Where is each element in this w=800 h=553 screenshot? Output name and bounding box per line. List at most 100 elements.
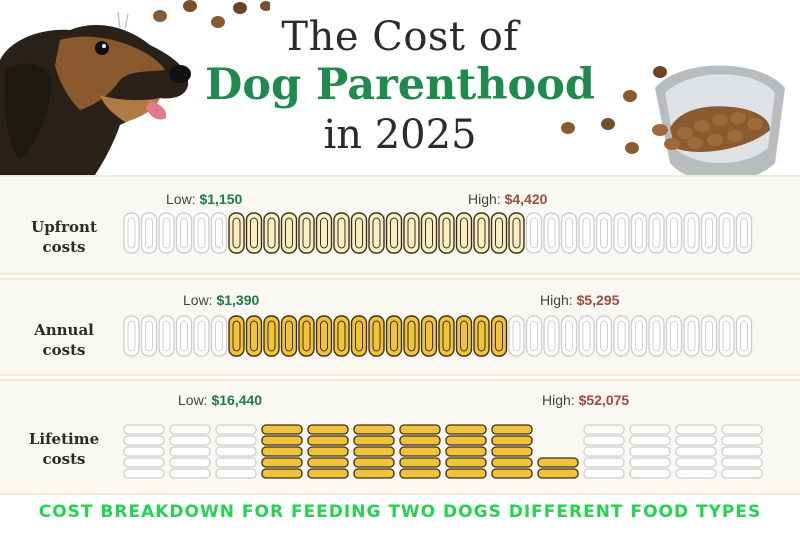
coin-filled	[403, 212, 420, 254]
lifetime-low-label: Low: $16,440	[178, 392, 262, 408]
coin-stack-filled	[491, 424, 533, 479]
coin-filled	[368, 212, 385, 254]
coin-filled	[368, 315, 385, 357]
high-prefix: High:	[542, 392, 575, 408]
upfront-high-label: High: $4,420	[468, 191, 547, 207]
coin-empty	[543, 212, 560, 254]
low-prefix: Low:	[166, 191, 196, 207]
low-prefix: Low:	[183, 292, 213, 308]
coin-empty	[193, 212, 210, 254]
coin-filled	[228, 212, 245, 254]
band-label-line1: Upfront	[31, 218, 97, 236]
food-bowl-illustration	[561, 65, 785, 182]
header: The Cost of Dog Parenthood in 2025	[0, 0, 800, 182]
coin-empty	[123, 212, 140, 254]
coin-empty	[140, 315, 158, 357]
low-prefix: Low:	[178, 392, 208, 408]
coin-stack-empty	[583, 424, 625, 479]
coin-filled	[455, 315, 473, 357]
upfront-costs-band: Upfront costs Low: $1,150 High: $4,420	[0, 175, 800, 275]
upfront-coin-row	[123, 212, 753, 254]
lifetime-costs-label: Lifetime costs	[14, 429, 114, 469]
coin-stack-partial	[537, 457, 579, 479]
coin-filled	[245, 212, 263, 254]
coin-stack-filled	[399, 424, 441, 479]
coin-empty	[718, 212, 735, 254]
coin-empty	[525, 212, 543, 254]
coin-filled	[438, 212, 455, 254]
coin-filled	[508, 212, 525, 254]
upfront-costs-label: Upfront costs	[14, 217, 114, 257]
coin-filled	[333, 212, 350, 254]
coin-filled	[263, 212, 280, 254]
coin-stack-filled	[445, 424, 487, 479]
coin-filled	[245, 315, 263, 357]
band-label-line1: Lifetime	[28, 430, 100, 448]
coin-empty	[648, 212, 665, 254]
annual-low-label: Low: $1,390	[183, 292, 259, 308]
coin-filled	[490, 212, 508, 254]
coin-empty	[613, 315, 630, 357]
coin-empty	[193, 315, 210, 357]
annual-high-value: $5,295	[576, 292, 620, 308]
coin-empty	[525, 315, 543, 357]
coin-empty	[630, 212, 648, 254]
annual-costs-band: Annual costs Low: $1,390 High: $5,295	[0, 278, 800, 376]
coin-stack-empty	[629, 424, 671, 479]
coin-filled	[420, 315, 438, 357]
annual-high-label: High: $5,295	[540, 292, 619, 308]
coin-filled	[298, 315, 315, 357]
lifetime-high-value: $52,075	[578, 392, 630, 408]
band-label-line2: costs	[42, 238, 86, 256]
coin-empty	[210, 212, 228, 254]
coin-empty	[140, 212, 158, 254]
coin-empty	[595, 315, 613, 357]
coin-filled	[403, 315, 420, 357]
coin-empty	[648, 315, 665, 357]
coin-empty	[683, 212, 700, 254]
high-prefix: High:	[540, 292, 573, 308]
coin-stack-empty	[215, 424, 257, 479]
title-line-3: in 2025	[323, 112, 477, 158]
coin-stack-filled	[261, 424, 303, 479]
upfront-low-label: Low: $1,150	[166, 191, 242, 207]
coin-empty	[123, 315, 140, 357]
coin-empty	[613, 212, 630, 254]
coin-empty	[210, 315, 228, 357]
coin-empty	[630, 315, 648, 357]
coin-filled	[455, 212, 473, 254]
coin-filled	[385, 315, 403, 357]
coin-empty	[158, 212, 175, 254]
coin-filled	[420, 212, 438, 254]
coin-filled	[280, 212, 298, 254]
coin-empty	[543, 315, 560, 357]
lifetime-coin-stacks	[123, 424, 763, 479]
coin-empty	[578, 212, 595, 254]
lifetime-high-label: High: $52,075	[542, 392, 629, 408]
footer-caption: COST BREAKDOWN FOR FEEDING TWO DOGS DIFF…	[38, 502, 762, 522]
coin-empty	[578, 315, 595, 357]
coin-empty	[175, 212, 193, 254]
coin-filled	[228, 315, 245, 357]
kibble-pieces-top	[153, 0, 270, 28]
footer: COST BREAKDOWN FOR FEEDING TWO DOGS DIFF…	[0, 497, 800, 553]
coin-empty	[718, 315, 735, 357]
title-line-2: Dog Parenthood	[205, 60, 595, 110]
annual-low-value: $1,390	[216, 292, 260, 308]
upfront-high-value: $4,420	[504, 191, 548, 207]
band-label-line1: Annual	[34, 321, 94, 339]
dog-illustration	[0, 11, 191, 175]
coin-stack-empty	[675, 424, 717, 479]
coin-empty	[560, 315, 578, 357]
annual-costs-label: Annual costs	[14, 320, 114, 360]
coin-stack-empty	[721, 424, 763, 479]
coin-empty	[175, 315, 193, 357]
coin-filled	[263, 315, 280, 357]
lifetime-low-value: $16,440	[211, 392, 263, 408]
high-prefix: High:	[468, 191, 501, 207]
coin-empty	[595, 212, 613, 254]
coin-stack-filled	[307, 424, 349, 479]
coin-filled	[490, 315, 508, 357]
coin-stack-filled	[353, 424, 395, 479]
